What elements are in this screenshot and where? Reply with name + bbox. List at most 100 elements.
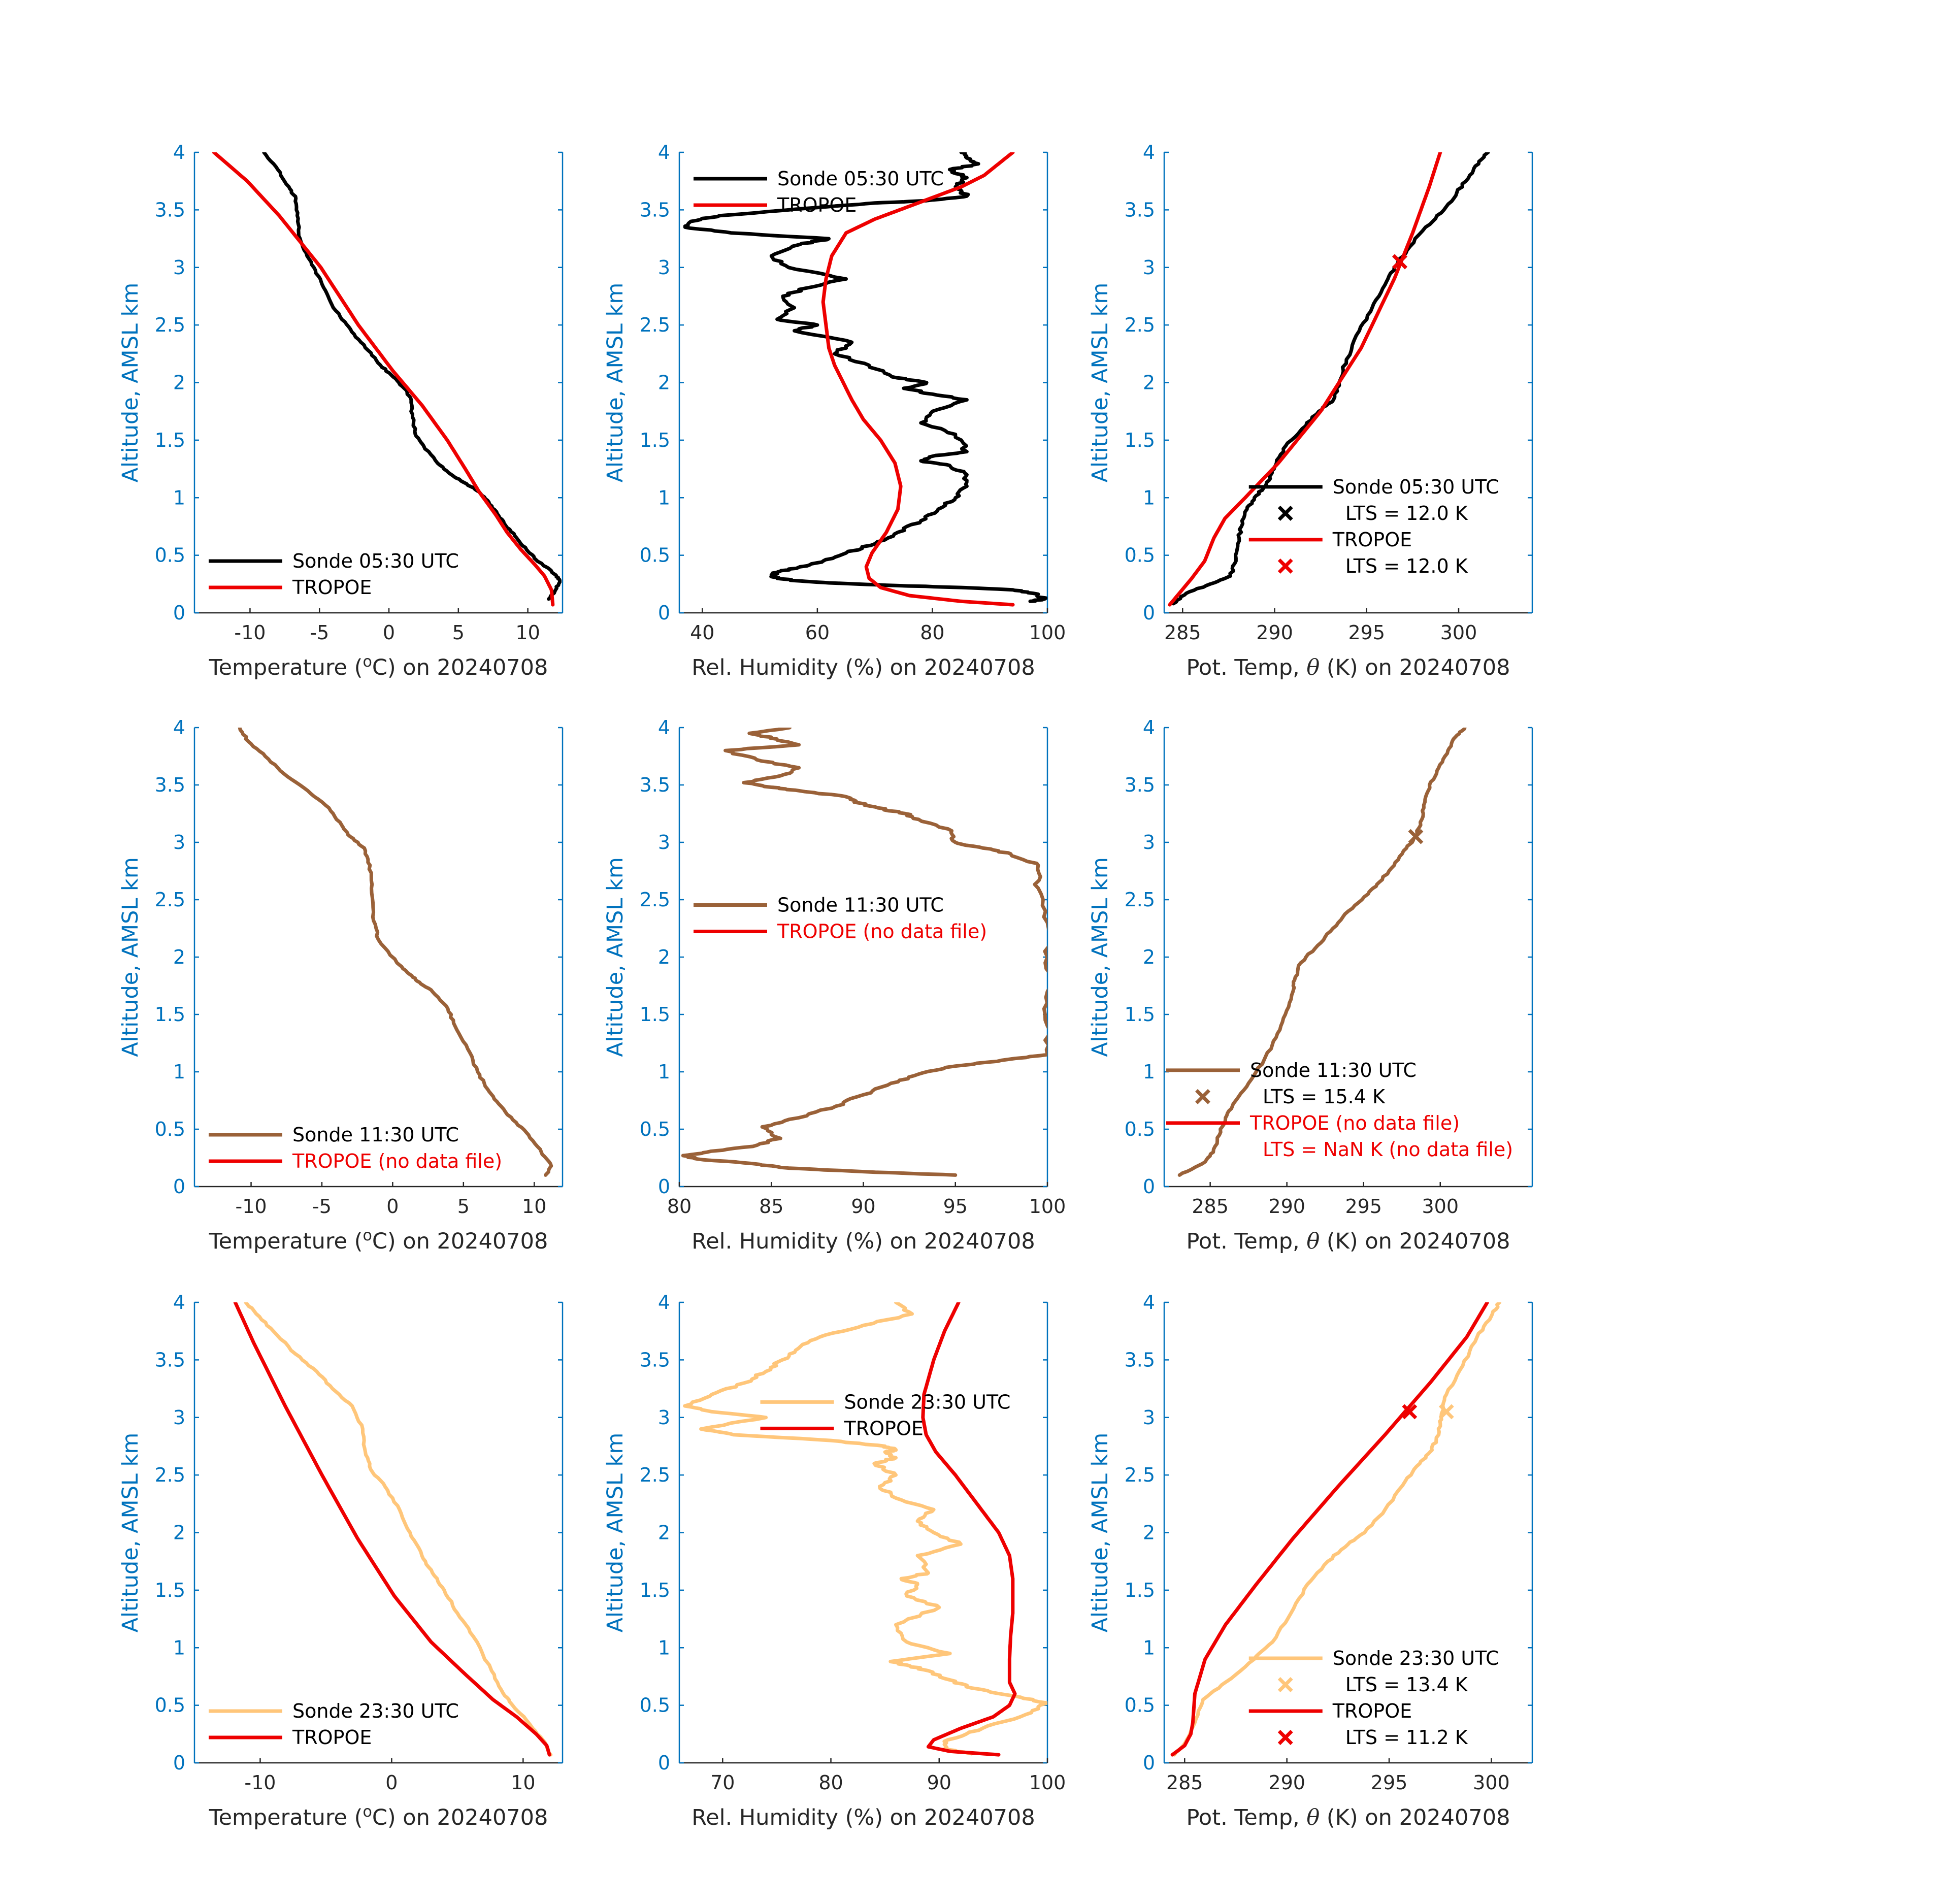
x-tick-label: 290 (1256, 621, 1293, 644)
x-axis-label-part: Pot. Temp, (1187, 1805, 1307, 1830)
series-line-tropoe (1168, 152, 1442, 607)
y-tick-label: 1 (658, 1636, 670, 1659)
x-tick-label: 5 (452, 621, 465, 644)
y-tick-label: 3.5 (1125, 1349, 1155, 1371)
y-tick-label: 1.5 (1125, 1003, 1155, 1026)
y-axis-label: Altitude, AMSL km (1088, 857, 1113, 1057)
x-tick-label: 10 (515, 621, 540, 644)
legend-entry: TROPOE (no data file) (1249, 1112, 1460, 1134)
y-tick-label: 3 (173, 256, 185, 279)
y-tick-label: 3.5 (640, 1349, 670, 1371)
y-tick-label: 0 (658, 602, 670, 624)
chart-theta-0530: 0 0.5 1 1.5 2 2.5 3 3.5 4 285 290 295 300 Altitude, A… (1088, 141, 1533, 680)
x-axis-label-part: Pot. Temp, (1187, 1229, 1307, 1254)
y-tick-label: 0.5 (640, 1694, 670, 1717)
y-tick-label: 1 (658, 1061, 670, 1083)
x-axis-label: Pot. Temp, θ (K) on 20240708 (1187, 1805, 1510, 1830)
y-axis-label: Altitude, AMSL km (603, 1433, 628, 1633)
y-tick-label: 2 (173, 1522, 185, 1544)
x-tick-label: 300 (1422, 1195, 1459, 1218)
x-axis-label-sup: o (363, 1803, 372, 1821)
x-axis-label-part: C) on 20240708 (372, 1229, 548, 1254)
x-axis-label-part: Temperature ( (209, 1229, 363, 1254)
y-tick-label: 4 (1143, 716, 1155, 739)
x-tick-label: 290 (1268, 1195, 1305, 1218)
legend: Sonde 11:30 UTC LTS = 15.4 K TROPOE (no da… (1166, 1059, 1513, 1161)
y-tick-label: 2.5 (1125, 889, 1155, 911)
x-tick-label: 300 (1440, 621, 1477, 644)
x-axis-label: Rel. Humidity (%) on 20240708 (692, 1805, 1035, 1830)
series-line-sonde-05-30-utc (1171, 152, 1490, 606)
x-axis-label-part: C) on 20240708 (372, 655, 548, 680)
y-tick-label: 1.5 (155, 429, 185, 451)
y-tick-label: 3 (1143, 831, 1155, 853)
plot-area (1177, 728, 1467, 1177)
x-axis-label-theta: θ (1306, 655, 1320, 680)
chart-rh-1130: 0 0.5 1 1.5 2 2.5 3 3.5 4 80 85 90 95 100 Altitude, AM… (603, 716, 1066, 1254)
y-tick-label: 4 (658, 141, 670, 163)
x-tick-label: 0 (385, 1771, 398, 1794)
legend: Sonde 05:30 UTC TROPOE (694, 168, 944, 216)
x-tick-label: 100 (1029, 1195, 1066, 1218)
legend: Sonde 11:30 UTC TROPOE (no data file) (209, 1124, 502, 1172)
y-tick-label: 0 (1143, 1175, 1155, 1198)
legend-swatch-marker (1277, 558, 1293, 574)
y-tick-label: 1.5 (1125, 1579, 1155, 1601)
y-tick-label: 1 (173, 1636, 185, 1659)
x-tick-label: 80 (667, 1195, 692, 1218)
x-tick-label: 90 (927, 1771, 951, 1794)
x-tick-label: 90 (851, 1195, 875, 1218)
y-tick-label: 4 (658, 716, 670, 739)
y-tick-label: 2 (1143, 946, 1155, 968)
x-tick-label: -5 (310, 621, 329, 644)
y-tick-label: 1.5 (640, 1003, 670, 1026)
legend-entry: Sonde 11:30 UTC (1250, 1059, 1417, 1081)
series-line-sonde-23-30-utc (1172, 1302, 1502, 1757)
lts-marker (1438, 1404, 1454, 1420)
x-tick-label: 95 (943, 1195, 968, 1218)
x-tick-label: 300 (1473, 1771, 1510, 1794)
y-tick-label: 3 (173, 831, 185, 853)
y-tick-label: 1.5 (155, 1003, 185, 1026)
legend-entry: TROPOE (292, 576, 372, 599)
series-line-sonde-11-30-utc (1177, 728, 1467, 1177)
legend-entry: LTS = NaN K (no data file) (1263, 1138, 1513, 1161)
plot-area (1170, 1302, 1502, 1757)
x-tick-label: 0 (383, 621, 395, 644)
x-tick-label: 85 (759, 1195, 783, 1218)
y-tick-label: 3.5 (1125, 199, 1155, 221)
series-line-sonde-11-30-utc (238, 728, 553, 1177)
legend-entry: TROPOE (292, 1726, 372, 1749)
y-tick-label: 0.5 (155, 1118, 185, 1140)
legend-swatch-marker (1277, 1730, 1293, 1745)
y-tick-label: 1.5 (640, 1579, 670, 1601)
x-tick-label: 70 (710, 1771, 735, 1794)
x-axis-label-part: Pot. Temp, (1187, 655, 1307, 680)
chart-temp-2330: 0 0.5 1 1.5 2 2.5 3 3.5 4 -10 0 10 Altitude, AMSL km… (118, 1291, 564, 1830)
x-tick-label: 10 (522, 1195, 546, 1218)
legend: Sonde 05:30 UTC LTS = 12.0 K TROPOE LTS = 1… (1248, 476, 1499, 577)
y-tick-label: 0.5 (155, 544, 185, 567)
y-tick-label: 2.5 (1125, 1464, 1155, 1486)
x-axis-label-part: (K) on 20240708 (1320, 655, 1510, 680)
y-tick-label: 2.5 (640, 314, 670, 336)
x-axis-label: Rel. Humidity (%) on 20240708 (692, 1229, 1035, 1254)
y-tick-label: 0 (1143, 1752, 1155, 1774)
x-axis-label-theta: θ (1306, 1805, 1320, 1830)
y-tick-label: 1 (1143, 1061, 1155, 1083)
y-tick-label: 0 (173, 602, 185, 624)
x-axis-label-sup: o (363, 653, 372, 671)
x-axis-label-part: C) on 20240708 (372, 1805, 548, 1830)
chart-temp-1130: 0 0.5 1 1.5 2 2.5 3 3.5 4 -10 -5 0 5 10 Altitude, AMSL… (118, 716, 564, 1254)
legend-entry: Sonde 11:30 UTC (777, 894, 944, 916)
y-tick-label: 3.5 (155, 774, 185, 796)
x-tick-label: 80 (920, 621, 944, 644)
y-tick-label: 2.5 (155, 1464, 185, 1486)
y-axis-label: Altitude, AMSL km (1088, 283, 1113, 483)
y-tick-label: 1 (173, 1061, 185, 1083)
y-tick-label: 4 (1143, 141, 1155, 163)
series-line-tropoe (1170, 1302, 1489, 1757)
legend-entry: Sonde 11:30 UTC (292, 1124, 459, 1146)
legend-entry: Sonde 23:30 UTC (844, 1391, 1011, 1413)
